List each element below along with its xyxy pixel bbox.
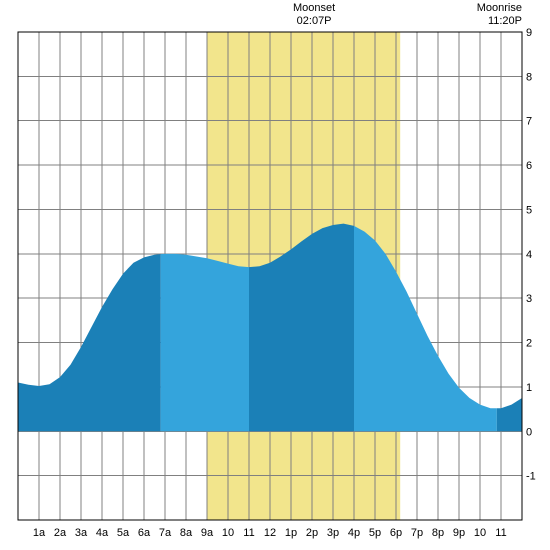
y-tick-label: 1: [526, 382, 532, 394]
y-tick-label: 8: [526, 71, 532, 83]
x-tick-label: 8p: [432, 527, 444, 539]
x-tick-label: 10: [474, 527, 486, 539]
moonset-label: Moonset02:07P: [284, 2, 344, 28]
y-tick-label: -1: [526, 471, 536, 483]
x-tick-label: 6p: [390, 527, 402, 539]
x-tick-label: 10: [222, 527, 234, 539]
y-tick-label: 2: [526, 338, 532, 350]
x-tick-label: 7a: [159, 527, 172, 539]
chart-svg: -101234567891a2a3a4a5a6a7a8a9a1011121p2p…: [0, 0, 550, 550]
x-tick-label: 4p: [348, 527, 360, 539]
x-tick-label: 11: [243, 527, 254, 539]
x-tick-label: 9a: [201, 527, 214, 539]
y-tick-label: 6: [526, 160, 532, 172]
tide-stripe: [161, 254, 249, 431]
x-tick-label: 12: [264, 527, 276, 539]
x-tick-label: 9p: [453, 527, 465, 539]
x-tick-label: 1p: [285, 527, 297, 539]
x-tick-label: 2p: [306, 527, 318, 539]
y-tick-label: 3: [526, 293, 532, 305]
x-tick-label: 5p: [369, 527, 381, 539]
moon-event-title: Moonrise: [477, 2, 522, 15]
x-tick-label: 4a: [96, 527, 109, 539]
x-tick-label: 7p: [411, 527, 423, 539]
tide-chart: -101234567891a2a3a4a5a6a7a8a9a1011121p2p…: [0, 0, 550, 550]
moon-event-title: Moonset: [284, 2, 344, 15]
y-tick-label: 9: [526, 27, 532, 39]
x-tick-label: 8a: [180, 527, 193, 539]
y-tick-label: 7: [526, 116, 532, 128]
x-tick-label: 6a: [138, 527, 151, 539]
moonrise-label: Moonrise11:20P: [477, 2, 522, 28]
x-tick-label: 3a: [75, 527, 88, 539]
moon-event-time: 11:20P: [477, 15, 522, 28]
x-tick-label: 1a: [33, 527, 46, 539]
x-tick-label: 5a: [117, 527, 130, 539]
y-tick-label: 5: [526, 204, 532, 216]
moon-event-time: 02:07P: [284, 15, 344, 28]
y-tick-label: 4: [526, 249, 532, 261]
x-tick-label: 3p: [327, 527, 339, 539]
y-tick-label: 0: [526, 426, 532, 438]
x-tick-label: 11: [495, 527, 506, 539]
x-tick-label: 2a: [54, 527, 67, 539]
